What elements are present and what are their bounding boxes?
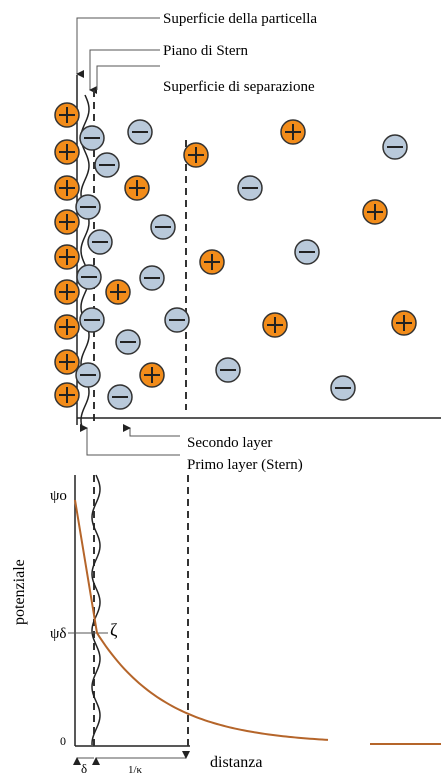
cation: [55, 245, 79, 269]
zeta: ζ: [110, 620, 118, 640]
psi-0: ψo: [50, 488, 67, 504]
cation: [125, 176, 149, 200]
anion: [77, 265, 101, 289]
anion: [76, 363, 100, 387]
delta: δ: [81, 761, 87, 776]
anion: [80, 308, 104, 332]
cation: [55, 176, 79, 200]
anion: [128, 120, 152, 144]
cation: [263, 313, 287, 337]
zero: 0: [60, 734, 66, 748]
callout: [130, 428, 180, 436]
anion: [108, 385, 132, 409]
anion: [116, 330, 140, 354]
anion: [331, 376, 355, 400]
cation: [55, 210, 79, 234]
x-label: distanza: [210, 754, 262, 771]
label: Piano di Stern: [163, 43, 248, 59]
anion: [80, 126, 104, 150]
cation: [55, 103, 79, 127]
cation: [140, 363, 164, 387]
callout: [90, 50, 160, 90]
anion: [151, 215, 175, 239]
cation: [55, 315, 79, 339]
cation: [392, 311, 416, 335]
cation: [184, 143, 208, 167]
anion: [76, 195, 100, 219]
diagram: Superficie della particella Piano di Ste…: [0, 0, 441, 776]
cation: [200, 250, 224, 274]
anion: [295, 240, 319, 264]
cation: [55, 280, 79, 304]
cation: [55, 383, 79, 407]
callout: [87, 428, 180, 455]
label: Secondo layer: [187, 435, 272, 451]
cation: [106, 280, 130, 304]
cation: [281, 120, 305, 144]
anion: [165, 308, 189, 332]
label: Superficie della particella: [163, 11, 317, 27]
anion: [238, 176, 262, 200]
ions: [55, 103, 416, 409]
cation: [55, 350, 79, 374]
callout: [97, 66, 160, 90]
anion: [95, 153, 119, 177]
cation: [363, 200, 387, 224]
y-label: potenziale: [11, 559, 28, 625]
label: Superficie di separazione: [163, 79, 315, 95]
anion: [383, 135, 407, 159]
anion: [216, 358, 240, 382]
kappa: 1/κ: [128, 764, 143, 776]
label: Primo layer (Stern): [187, 457, 303, 473]
psi-delta: ψδ: [50, 626, 66, 642]
cation: [55, 140, 79, 164]
anion: [88, 230, 112, 254]
anion: [140, 266, 164, 290]
